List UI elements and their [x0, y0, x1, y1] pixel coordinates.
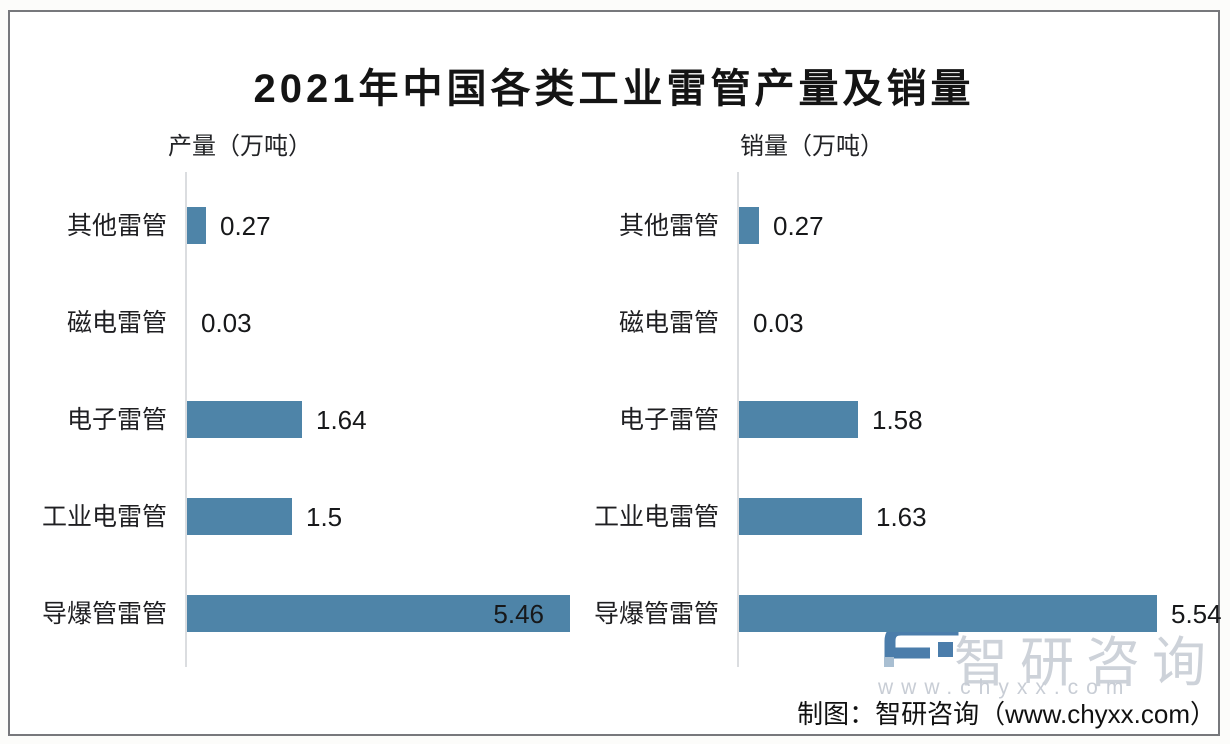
category-label: 工业电雷管 — [593, 503, 719, 531]
chart-title: 2021年中国各类工业雷管产量及销量 — [253, 67, 975, 111]
bar — [739, 595, 1157, 632]
value-label: 0.03 — [201, 308, 252, 338]
chart-card: 智研咨询 www.chyxx.com 2021年中国各类工业雷管产量及销量 产量… — [8, 10, 1222, 736]
category-label: 电子雷管 — [66, 406, 167, 434]
value-label: 1.63 — [876, 502, 927, 532]
credit-line: 制图：智研咨询（www.chyxx.com） — [797, 699, 1216, 729]
bar — [739, 401, 858, 438]
value-label: 5.54 — [1171, 599, 1222, 629]
value-label: 1.5 — [306, 502, 343, 532]
value-label: 0.03 — [753, 308, 804, 338]
value-label: 1.58 — [872, 405, 923, 435]
bar — [187, 498, 292, 535]
category-label: 导爆管雷管 — [41, 600, 167, 628]
bar — [739, 207, 759, 244]
charts-area: 其他雷管 0.27 磁电雷管 0.03 电子雷管 1.64 工业电雷管 1.5 导爆管雷管 5.4… — [10, 12, 1222, 734]
category-label: 电子雷管 — [618, 406, 719, 434]
value-label: 0.27 — [220, 211, 271, 241]
category-label: 工业电雷管 — [41, 503, 167, 531]
watermark-url-text: www.chyxx.com — [878, 676, 1132, 699]
bar — [187, 401, 302, 438]
category-label: 其他雷管 — [66, 212, 167, 240]
bar — [187, 207, 206, 244]
y-axis-line — [185, 172, 187, 667]
production-axis-title: 产量（万吨） — [168, 133, 312, 160]
bar — [739, 498, 862, 535]
watermark-brand-text: 智研咨询 — [954, 633, 1218, 693]
y-axis-line — [737, 172, 739, 667]
value-label: 5.46 — [493, 599, 544, 629]
sales-axis-title: 销量（万吨） — [740, 133, 884, 160]
category-label: 导爆管雷管 — [593, 600, 719, 628]
category-label: 其他雷管 — [618, 212, 719, 240]
bar — [187, 595, 570, 632]
value-label: 1.64 — [316, 405, 367, 435]
category-label: 磁电雷管 — [66, 309, 167, 337]
category-label: 磁电雷管 — [618, 309, 719, 337]
value-label: 0.27 — [773, 211, 824, 241]
